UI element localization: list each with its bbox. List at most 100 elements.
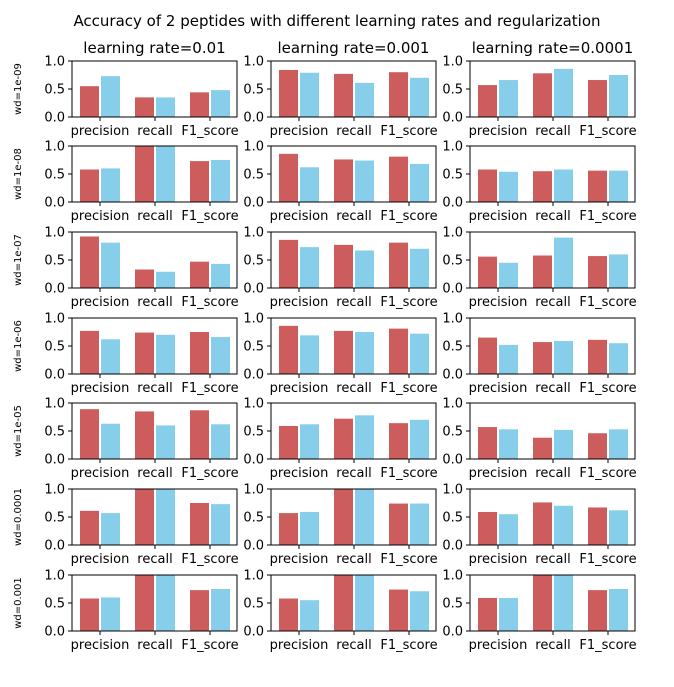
x-tick-label: F1_score bbox=[579, 381, 636, 396]
x-tick-label: recall bbox=[336, 466, 371, 481]
bar bbox=[211, 504, 230, 545]
bar bbox=[410, 591, 429, 631]
bar bbox=[190, 503, 209, 545]
y-tick-label: 0.0 bbox=[44, 196, 65, 211]
subplot: 0.0 0.5 1.0 precision recall F1_score bbox=[442, 55, 636, 140]
bar bbox=[389, 423, 408, 459]
row-label: wd=1e-06 bbox=[13, 320, 24, 372]
x-tick-label: F1_score bbox=[380, 552, 437, 567]
bar bbox=[156, 489, 175, 545]
x-tick-label: precision bbox=[270, 552, 329, 567]
bar bbox=[334, 575, 353, 631]
x-tick-label: F1_score bbox=[579, 552, 636, 567]
y-tick-label: 0.0 bbox=[243, 111, 264, 126]
bar bbox=[101, 423, 120, 459]
bar bbox=[533, 437, 552, 459]
bar bbox=[410, 333, 429, 374]
bar bbox=[279, 598, 298, 631]
x-tick-label: recall bbox=[137, 381, 172, 396]
bar bbox=[190, 261, 209, 288]
x-tick-label: precision bbox=[270, 295, 329, 310]
bar bbox=[156, 97, 175, 117]
subplot: 0.0 0.5 1.0 precision recall F1_score bbox=[442, 140, 636, 225]
bar bbox=[279, 325, 298, 374]
bar bbox=[355, 332, 374, 374]
bar bbox=[300, 72, 319, 117]
x-tick-label: F1_score bbox=[380, 209, 437, 224]
y-tick-label: 1.0 bbox=[243, 569, 264, 584]
x-tick-label: recall bbox=[137, 295, 172, 310]
column-title: learning rate=0.001 bbox=[278, 39, 430, 57]
bar bbox=[554, 429, 573, 459]
bar bbox=[533, 575, 552, 631]
subplot: 0.0 0.5 1.0 precision recall F1_score bbox=[44, 55, 238, 140]
bar bbox=[211, 263, 230, 288]
bar bbox=[609, 510, 628, 545]
column-title: learning rate=0.01 bbox=[83, 39, 225, 57]
bar bbox=[554, 169, 573, 202]
y-tick-label: 0.5 bbox=[442, 511, 463, 526]
x-tick-label: precision bbox=[469, 552, 528, 567]
bar bbox=[334, 418, 353, 459]
y-tick-label: 1.0 bbox=[44, 140, 65, 155]
x-tick-label: precision bbox=[469, 295, 528, 310]
x-tick-label: F1_score bbox=[579, 295, 636, 310]
x-tick-label: precision bbox=[71, 638, 130, 653]
x-tick-label: recall bbox=[336, 124, 371, 139]
x-tick-label: recall bbox=[336, 638, 371, 653]
x-tick-label: F1_score bbox=[579, 466, 636, 481]
y-tick-label: 1.0 bbox=[243, 140, 264, 155]
x-tick-label: precision bbox=[270, 124, 329, 139]
x-tick-label: precision bbox=[469, 381, 528, 396]
x-tick-label: F1_score bbox=[579, 638, 636, 653]
x-tick-label: precision bbox=[469, 638, 528, 653]
bar bbox=[609, 589, 628, 631]
bar bbox=[101, 597, 120, 631]
y-tick-label: 0.5 bbox=[243, 597, 264, 612]
bar bbox=[609, 170, 628, 202]
bar bbox=[533, 502, 552, 545]
y-tick-label: 0.5 bbox=[44, 83, 65, 98]
bar bbox=[135, 575, 154, 631]
row-label: wd=1e-07 bbox=[13, 234, 24, 286]
bar bbox=[588, 433, 607, 459]
bar bbox=[156, 575, 175, 631]
bar bbox=[101, 242, 120, 288]
bar bbox=[101, 168, 120, 202]
x-tick-label: precision bbox=[469, 124, 528, 139]
bar bbox=[279, 425, 298, 459]
x-tick-label: F1_score bbox=[380, 124, 437, 139]
row-label: wd=0.0001 bbox=[13, 488, 24, 546]
bar bbox=[410, 503, 429, 545]
row-label: wd=0.001 bbox=[13, 577, 24, 629]
bar bbox=[190, 410, 209, 459]
bar bbox=[135, 489, 154, 545]
bar bbox=[80, 236, 99, 288]
x-tick-label: precision bbox=[469, 209, 528, 224]
y-tick-label: 1.0 bbox=[44, 569, 65, 584]
bar bbox=[588, 507, 607, 545]
bar bbox=[499, 344, 518, 374]
bar bbox=[300, 167, 319, 202]
bar bbox=[588, 256, 607, 288]
bar bbox=[389, 589, 408, 631]
x-tick-label: precision bbox=[270, 381, 329, 396]
bar bbox=[101, 513, 120, 545]
y-tick-label: 1.0 bbox=[243, 397, 264, 412]
y-tick-label: 1.0 bbox=[442, 397, 463, 412]
bar bbox=[554, 237, 573, 288]
bar bbox=[533, 255, 552, 288]
x-tick-label: F1_score bbox=[181, 638, 238, 653]
bar bbox=[300, 424, 319, 459]
bar bbox=[190, 161, 209, 202]
y-tick-label: 0.5 bbox=[44, 254, 65, 269]
y-tick-label: 1.0 bbox=[44, 312, 65, 327]
y-tick-label: 0.5 bbox=[442, 597, 463, 612]
bar bbox=[533, 171, 552, 202]
bar bbox=[609, 254, 628, 288]
x-tick-label: recall bbox=[535, 381, 570, 396]
bar bbox=[478, 511, 497, 545]
subplot: 0.0 0.5 1.0 precision recall F1_score bbox=[44, 312, 238, 397]
x-tick-label: recall bbox=[137, 638, 172, 653]
x-tick-label: recall bbox=[137, 124, 172, 139]
